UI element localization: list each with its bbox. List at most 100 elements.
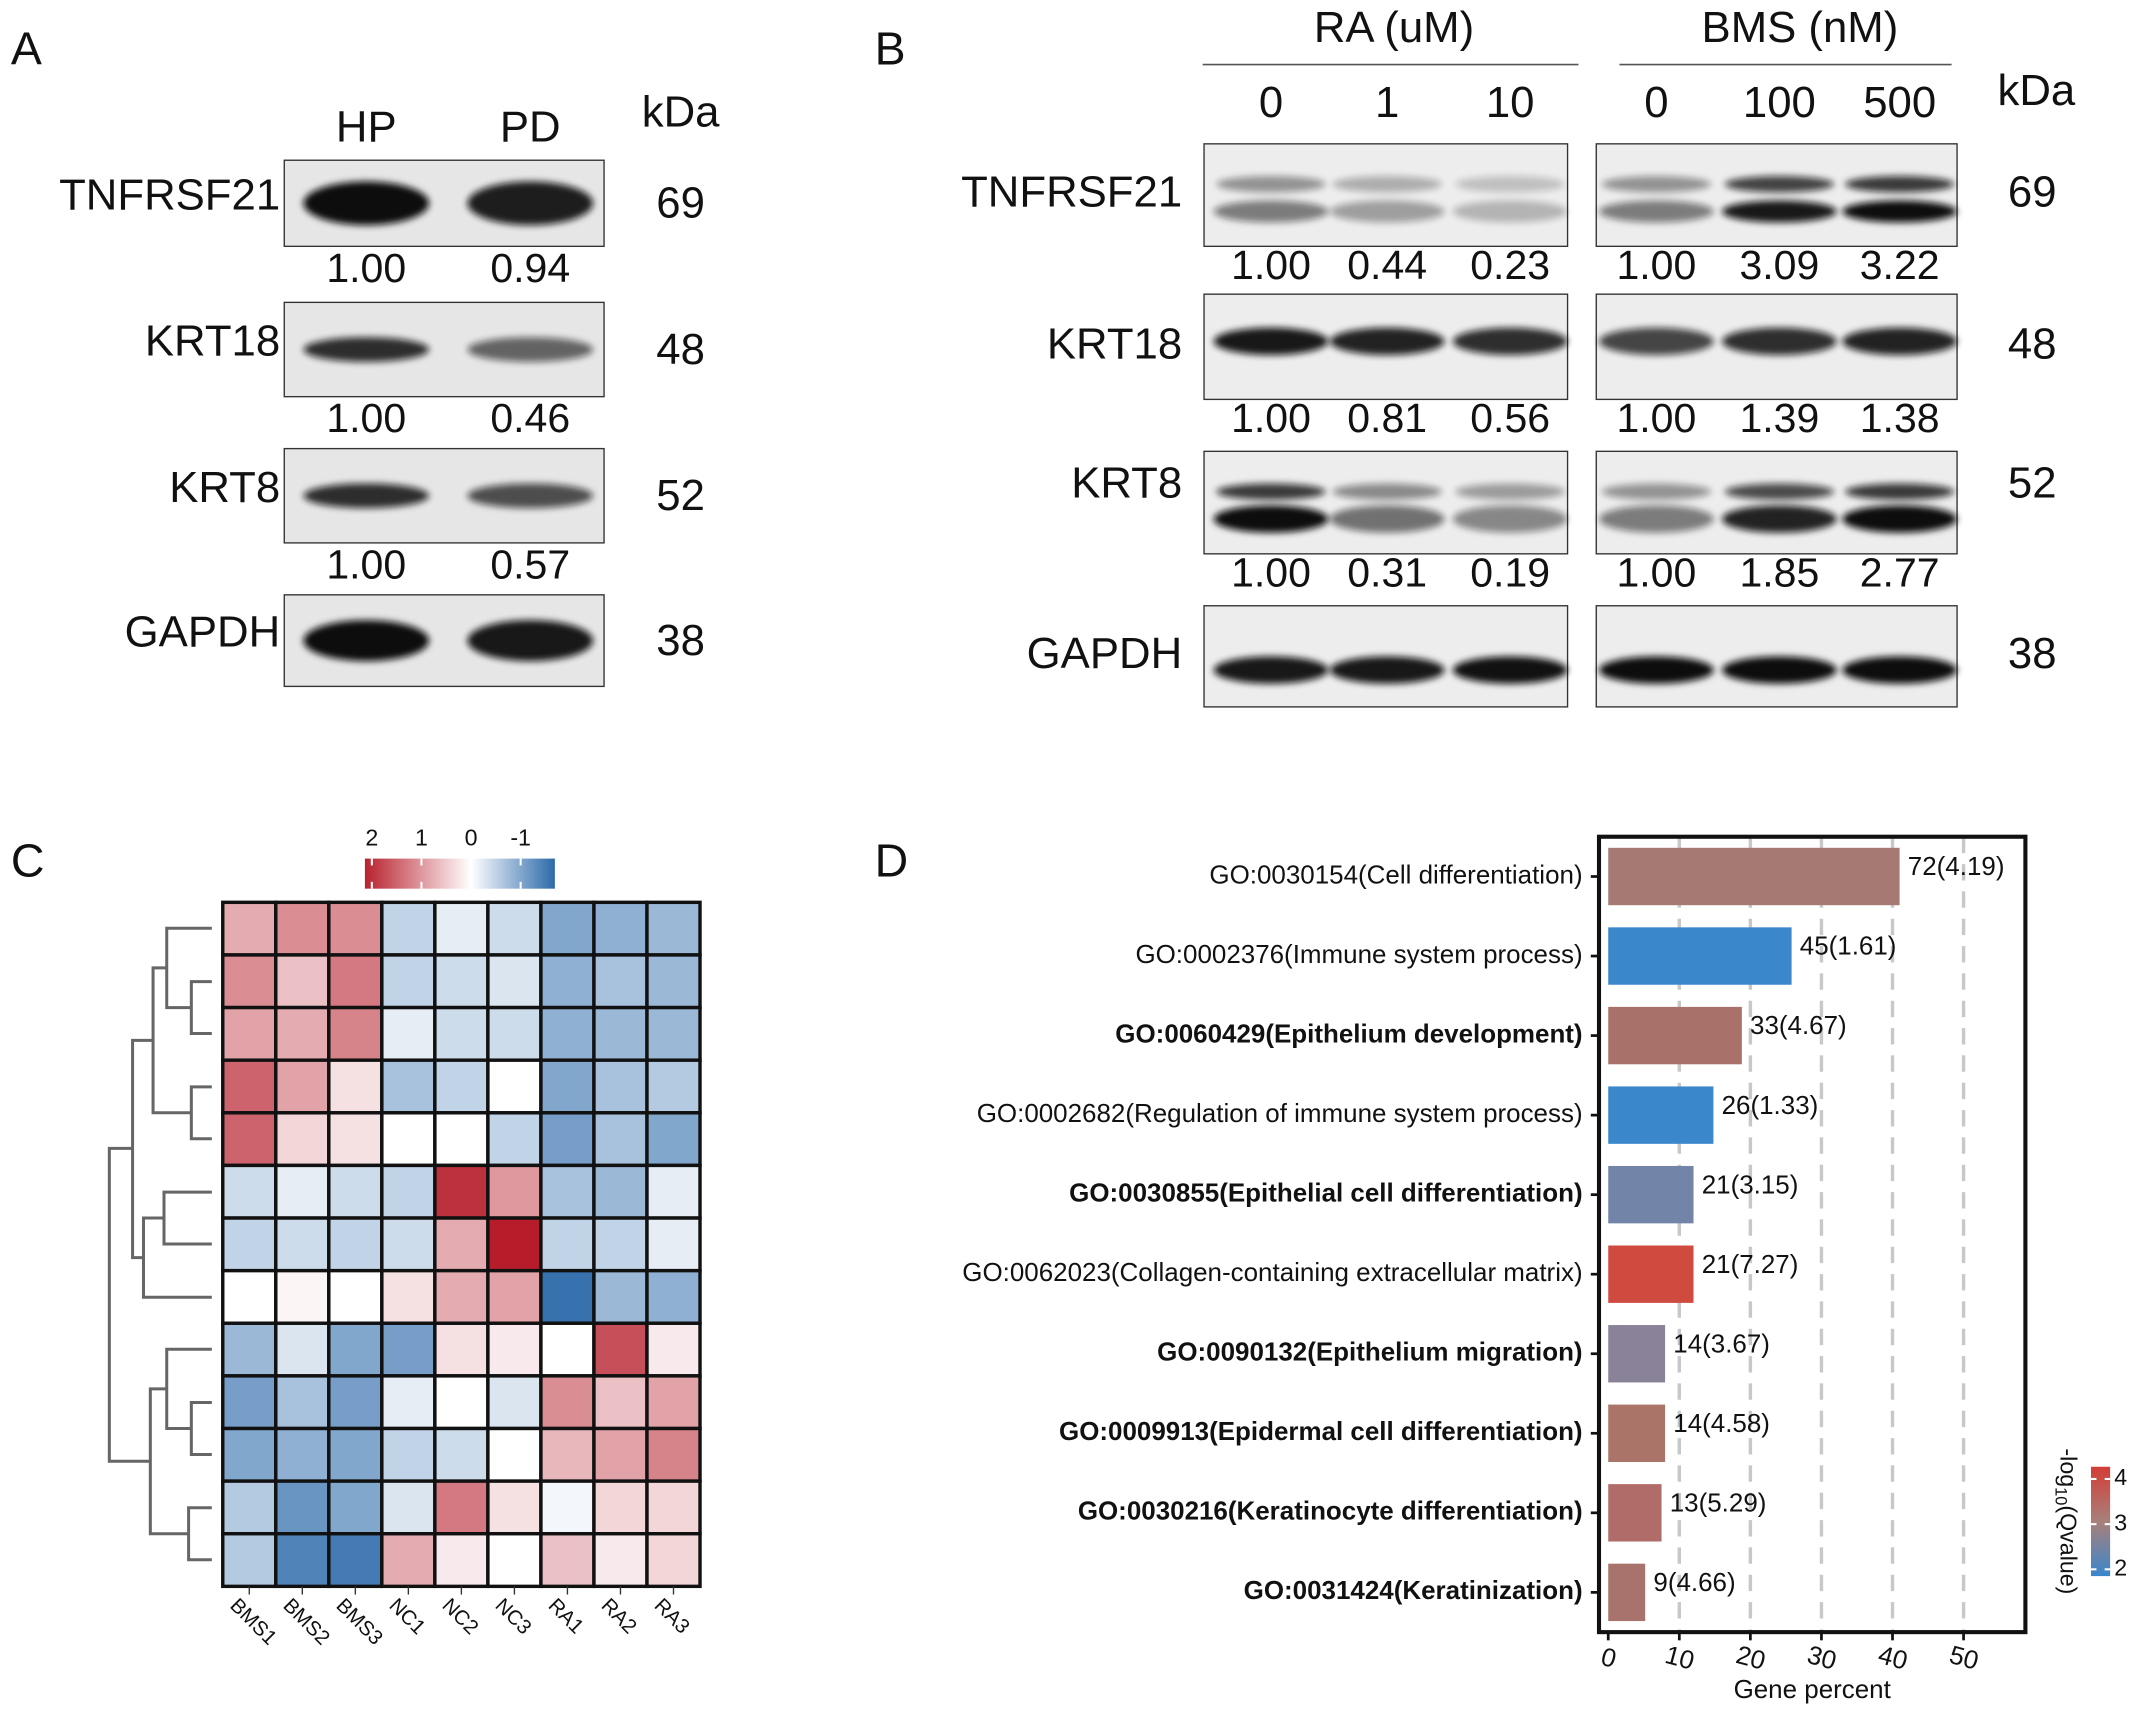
heatmap-cell bbox=[380, 1532, 437, 1589]
x-tick-label: 30 bbox=[1804, 1639, 1840, 1675]
heatmap-cell bbox=[592, 1268, 649, 1325]
heatmap-cell bbox=[539, 1374, 596, 1431]
x-tick-label: RA1 bbox=[544, 1594, 588, 1638]
category-label: GO:0002376(Immune system process) bbox=[1135, 939, 1582, 969]
heatmap-cell bbox=[592, 1058, 649, 1115]
band bbox=[1724, 483, 1835, 500]
category-label: GO:0060429(Epithelium development) bbox=[1115, 1018, 1582, 1048]
category-label: GO:0002682(Regulation of immune system p… bbox=[977, 1098, 1583, 1128]
band bbox=[303, 483, 430, 509]
heatmap-cell bbox=[221, 1163, 278, 1220]
kda-label: 38 bbox=[656, 616, 705, 665]
heatmap-cell bbox=[433, 1005, 490, 1062]
heatmap-cell bbox=[327, 1321, 384, 1378]
heatmap-cell bbox=[327, 1374, 384, 1431]
ratio-label: 0.31 bbox=[1347, 550, 1427, 596]
annotation: 72(4.19) bbox=[1908, 851, 2005, 881]
heatmap-cell bbox=[592, 953, 649, 1010]
heatmap-cell bbox=[221, 1321, 278, 1378]
heatmap-cell bbox=[433, 1163, 490, 1220]
ratio-label: 0.46 bbox=[490, 395, 570, 441]
dose-label: 0 bbox=[1644, 78, 1668, 127]
ratio-label: 0.81 bbox=[1347, 395, 1427, 441]
heatmap-cell bbox=[380, 1479, 437, 1536]
dendrogram bbox=[107, 926, 212, 1562]
lane-label: PD bbox=[500, 103, 561, 152]
heatmap-cell bbox=[274, 1163, 331, 1220]
bar bbox=[1608, 1245, 1694, 1303]
x-tick-label: NC3 bbox=[491, 1594, 536, 1639]
x-tick-label: RA3 bbox=[650, 1594, 694, 1638]
heatmap-cell bbox=[327, 953, 384, 1010]
heatmap-cell bbox=[327, 1532, 384, 1589]
band bbox=[1599, 327, 1714, 355]
band bbox=[1452, 656, 1568, 684]
heatmap-cell bbox=[433, 1216, 490, 1273]
plot-frame bbox=[1596, 834, 2028, 1635]
band bbox=[1329, 656, 1445, 684]
heatmap-cell bbox=[327, 1111, 384, 1168]
heatmap-cell bbox=[380, 1058, 437, 1115]
dose-label: 0 bbox=[1259, 78, 1283, 127]
bar bbox=[1608, 1563, 1646, 1622]
legend-title-part: (Qvalue) bbox=[2055, 1505, 2081, 1594]
x-tick-label: BMS3 bbox=[332, 1594, 388, 1650]
band bbox=[1724, 175, 1835, 193]
kda-label: 69 bbox=[2008, 168, 2057, 217]
legend-title-part: -log bbox=[2055, 1448, 2081, 1487]
bar bbox=[1608, 1484, 1662, 1542]
heatmap-cell bbox=[274, 1321, 331, 1378]
band bbox=[1216, 175, 1326, 193]
unit-label: kDa bbox=[1997, 66, 2075, 115]
heatmap-cell bbox=[380, 1005, 437, 1062]
dose-label: 100 bbox=[1743, 78, 1816, 127]
bar bbox=[1608, 1006, 1742, 1065]
band bbox=[1601, 175, 1712, 193]
heatmap-cell bbox=[327, 1216, 384, 1273]
annotation: 26(1.33) bbox=[1722, 1090, 1819, 1120]
heatmap-cell bbox=[539, 1058, 596, 1115]
heatmap-cell bbox=[486, 1268, 543, 1325]
x-tick-label: NC2 bbox=[438, 1594, 483, 1639]
heatmap-cell bbox=[592, 1374, 649, 1431]
band bbox=[467, 181, 594, 226]
kda-label: 52 bbox=[656, 471, 705, 520]
x-tick-label: NC1 bbox=[385, 1594, 430, 1639]
protein-label: GAPDH bbox=[1027, 629, 1182, 678]
legend-colorbar bbox=[2091, 1466, 2111, 1577]
heatmap-cell bbox=[645, 1268, 702, 1325]
heatmap-cell bbox=[274, 1374, 331, 1431]
band bbox=[303, 181, 430, 226]
panel-label: C bbox=[11, 834, 45, 886]
x-tick-label: BMS2 bbox=[279, 1594, 335, 1650]
unit-label: kDa bbox=[642, 88, 720, 137]
heatmap-cell bbox=[380, 900, 437, 957]
heatmap-cell bbox=[539, 1532, 596, 1589]
band bbox=[1722, 656, 1837, 684]
heatmap-cell bbox=[486, 1216, 543, 1273]
heatmap-cell bbox=[645, 1426, 702, 1483]
heatmap-cell bbox=[486, 900, 543, 957]
heatmap-cell bbox=[221, 1374, 278, 1431]
heatmap-cell bbox=[433, 1321, 490, 1378]
blot bbox=[1595, 143, 1958, 248]
band bbox=[1332, 483, 1442, 500]
heatmap-cell bbox=[592, 1479, 649, 1536]
heatmap-cell bbox=[221, 1479, 278, 1536]
heatmap-cell bbox=[592, 1216, 649, 1273]
lane-label: HP bbox=[336, 103, 397, 152]
heatmap-cell bbox=[539, 953, 596, 1010]
band bbox=[1329, 505, 1445, 533]
heatmap-cell bbox=[486, 1532, 543, 1589]
protein-label: TNFRSF21 bbox=[59, 170, 280, 219]
heatmap-cell bbox=[486, 1058, 543, 1115]
x-tick-label: RA2 bbox=[597, 1594, 641, 1638]
heatmap-cell bbox=[486, 1111, 543, 1168]
heatmap-cell bbox=[433, 900, 490, 957]
heatmap-cell bbox=[645, 900, 702, 957]
ratio-label: 0.56 bbox=[1470, 395, 1550, 441]
band bbox=[1452, 505, 1568, 533]
x-tick-label: 20 bbox=[1733, 1639, 1769, 1675]
blot bbox=[1203, 450, 1569, 555]
heatmap-cell bbox=[592, 1111, 649, 1168]
